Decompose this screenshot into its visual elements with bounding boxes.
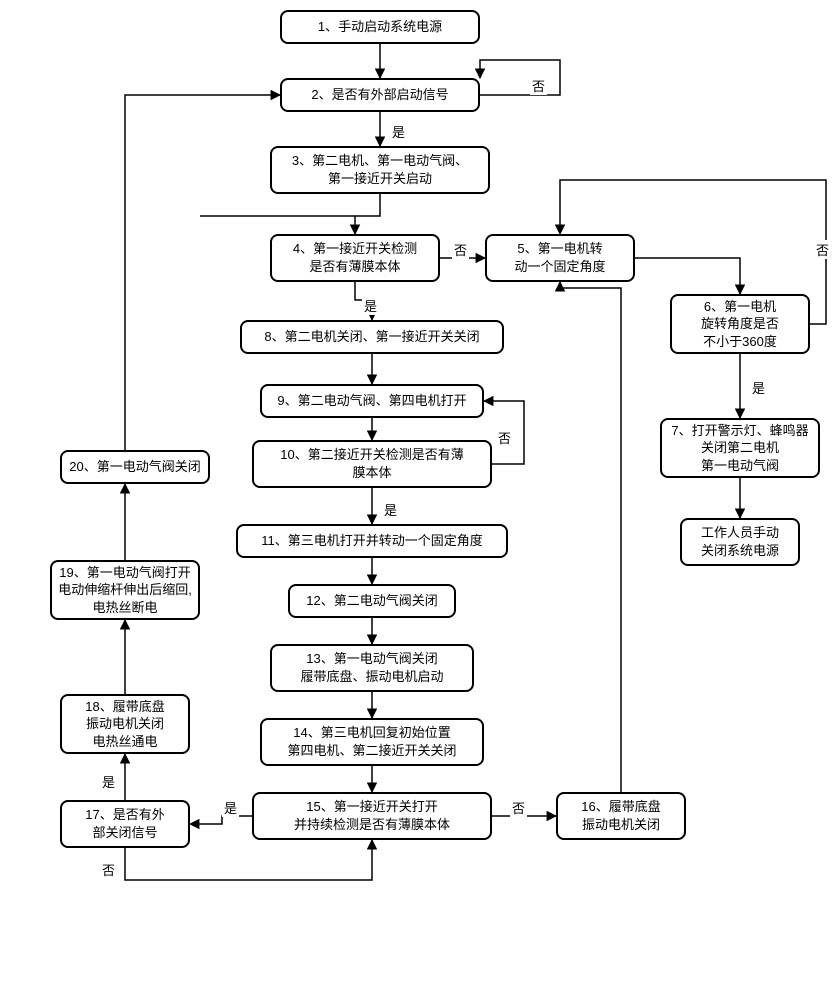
- edge-label: 否: [530, 76, 547, 95]
- edge-label: 是: [222, 798, 239, 817]
- flowchart-node: 8、第二电机关闭、第一接近开关关闭: [240, 320, 504, 354]
- edge-label: 否: [510, 798, 527, 817]
- flowchart-node: 11、第三电机打开并转动一个固定角度: [236, 524, 508, 558]
- flowchart-node: 20、第一电动气阀关闭: [60, 450, 210, 484]
- flowchart-node: 5、第一电机转 动一个固定角度: [485, 234, 635, 282]
- edge-label: 否: [452, 240, 469, 259]
- flowchart-node: 18、履带底盘 振动电机关闭 电热丝通电: [60, 694, 190, 754]
- flowchart-node: 4、第一接近开关检测 是否有薄膜本体: [270, 234, 440, 282]
- flowchart-node: 13、第一电动气阀关闭 履带底盘、振动电机启动: [270, 644, 474, 692]
- flowchart-node: 9、第二电动气阀、第四电机打开: [260, 384, 484, 418]
- flowchart-edge: [125, 95, 280, 450]
- flowchart-node: 15、第一接近开关打开 并持续检测是否有薄膜本体: [252, 792, 492, 840]
- flowchart-node: 2、是否有外部启动信号: [280, 78, 480, 112]
- flowchart-node: 17、是否有外 部关闭信号: [60, 800, 190, 848]
- flowchart-edge: [480, 60, 560, 95]
- flowchart-node: 10、第二接近开关检测是否有薄 膜本体: [252, 440, 492, 488]
- flowchart-edge: [190, 816, 252, 824]
- flowchart-node: 19、第一电动气阀打开 电动伸缩杆伸出后缩回, 电热丝断电: [50, 560, 200, 620]
- flowchart-edge: [560, 282, 621, 792]
- flowchart-node: 3、第二电机、第一电动气阀、 第一接近开关启动: [270, 146, 490, 194]
- flowchart-edge: [635, 258, 740, 294]
- edge-label: 是: [100, 772, 117, 791]
- edge-label: 是: [390, 122, 407, 141]
- flowchart-canvas: 1、手动启动系统电源 2、是否有外部启动信号 3、第二电机、第一电动气阀、 第一接近…: [0, 0, 840, 1000]
- flowchart-edge: [355, 194, 380, 234]
- edge-label: 是: [382, 500, 399, 519]
- edge-label: 是: [362, 296, 379, 315]
- edge-label: 否: [100, 860, 117, 879]
- flowchart-node: 16、履带底盘 振动电机关闭: [556, 792, 686, 840]
- edge-label: 否: [814, 240, 831, 259]
- edge-label: 是: [750, 378, 767, 397]
- edge-label: 否: [496, 428, 513, 447]
- flowchart-node: 1、手动启动系统电源: [280, 10, 480, 44]
- flowchart-node: 14、第三电机回复初始位置 第四电机、第二接近开关关闭: [260, 718, 484, 766]
- flowchart-node: 6、第一电机 旋转角度是否 不小于360度: [670, 294, 810, 354]
- flowchart-node: 7、打开警示灯、蜂鸣器 关闭第二电机 第一电动气阀: [660, 418, 820, 478]
- flowchart-node: 12、第二电动气阀关闭: [288, 584, 456, 618]
- flowchart-node: 工作人员手动 关闭系统电源: [680, 518, 800, 566]
